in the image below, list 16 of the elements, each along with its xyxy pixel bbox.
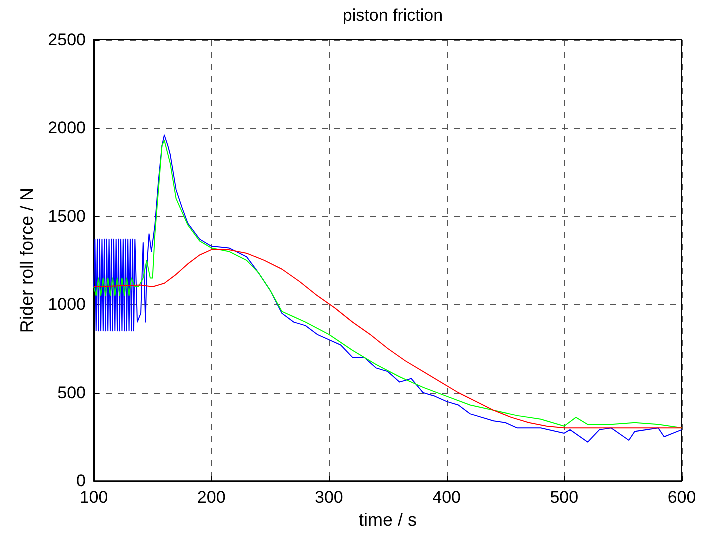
y-tick-label: 2000 — [48, 118, 86, 138]
chart-title: piston friction — [342, 6, 444, 25]
y-tick-label: 1500 — [48, 206, 86, 226]
x-tick-label: 300 — [315, 488, 344, 508]
y-axis-title: Rider roll force / N — [17, 188, 37, 334]
line-series — [94, 249, 682, 429]
x-axis-title: time / s — [358, 510, 418, 530]
x-tick-label: 500 — [550, 488, 579, 508]
x-tick-label: 400 — [432, 488, 461, 508]
x-tick-label: 600 — [668, 488, 696, 508]
y-tick-label: 2500 — [48, 30, 86, 50]
x-tick-label: 100 — [80, 488, 108, 508]
x-tick-label: 200 — [197, 488, 226, 508]
y-tick-label: 1000 — [48, 295, 86, 314]
y-tick-label: 500 — [58, 383, 86, 402]
y-tick-label: 0 — [76, 472, 86, 491]
